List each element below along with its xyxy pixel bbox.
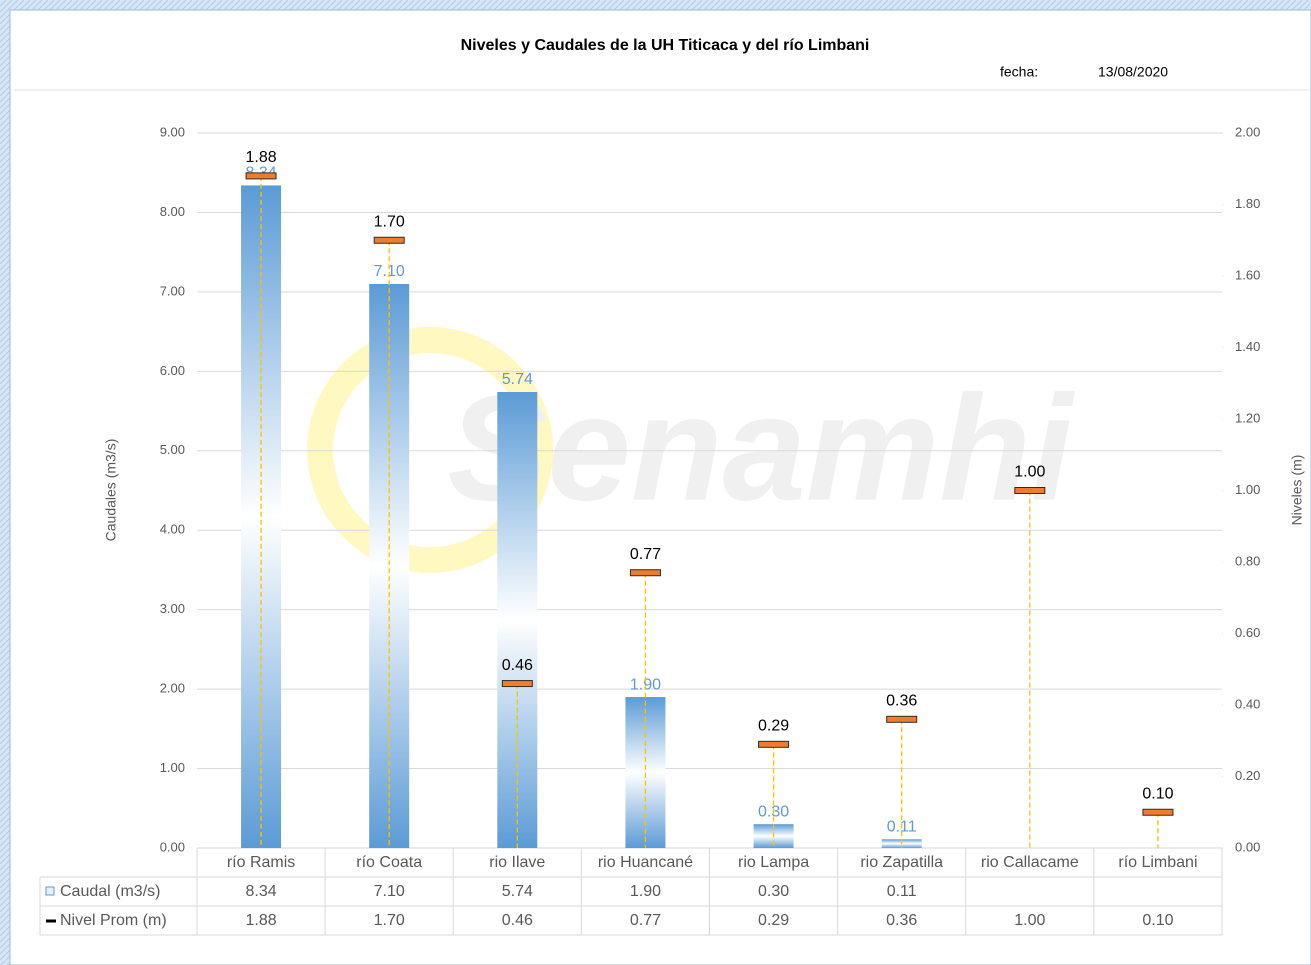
table-cell: 8.34 [245,883,276,900]
table-cell: 5.74 [502,883,533,900]
x-tick-label: río Ramis [227,854,295,871]
y2-axis-title: Niveles (m) [1289,455,1305,526]
x-tick-label: rio Ilave [489,854,545,871]
y-tick-label: 4.00 [160,522,185,537]
table-cell: 0.11 [887,883,917,900]
y2-tick-label: 1.80 [1235,196,1260,211]
marker-value-label: 1.00 [1014,464,1045,481]
date: 13/08/2020 [1098,64,1168,80]
logo-sun [307,327,553,573]
legend-key [45,886,55,896]
y2-tick-label: 1.20 [1235,410,1260,425]
y-tick-label: 2.00 [160,681,185,696]
x-tick-label: rio Zapatilla [860,854,943,871]
table-cell: 7.10 [374,883,405,900]
y-tick-label: 0.00 [160,839,185,854]
y-tick-label: 7.00 [160,283,185,298]
table-cell: 0.29 [758,912,789,929]
y2-tick-label: 0.00 [1235,839,1260,854]
y-tick-label: 8.00 [160,204,185,219]
table-cell: 0.46 [502,912,533,929]
marker-value-label: 0.29 [758,718,789,735]
y-tick-label: 3.00 [160,601,185,616]
table-cell: 0.30 [758,883,789,900]
table-cell: 0.36 [886,912,917,929]
y2-tick-label: 2.00 [1235,124,1260,139]
level-marker [245,172,277,180]
y2-tick-label: 1.00 [1235,482,1260,497]
table-cell: 1.70 [374,912,405,929]
y-axis-title: Caudales (m3/s) [103,439,119,542]
marker-value-label: 0.10 [1142,785,1173,802]
level-marker [758,740,790,748]
level-marker [373,236,405,244]
y2-tick-label: 1.40 [1235,339,1260,354]
level-marker [1014,487,1046,494]
table-cell: 0.77 [630,912,661,929]
level-marker [1142,808,1174,816]
x-tick-label: río Coata [356,854,422,871]
x-tick-label: río Limbani [1118,854,1197,871]
date-label: fecha: [1000,64,1038,80]
legend-label: Nivel Prom (m) [60,912,167,929]
legend-key [46,919,56,923]
y2-tick-label: 0.80 [1235,553,1260,568]
table-cell: 1.00 [1014,912,1045,929]
watermark: Senamhi [447,364,1076,532]
y-tick-label: 6.00 [160,363,185,378]
level-marker [629,569,661,577]
y2-tick-label: 1.60 [1235,267,1260,282]
legend-label: Caudal (m3/s) [60,883,160,900]
chart-title: Niveles y Caudales de la UH Titicaca y d… [461,37,870,54]
y-tick-label: 9.00 [160,124,185,139]
table-cell: 1.90 [630,883,661,900]
x-tick-label: rio Callacame [981,854,1079,871]
y2-tick-label: 0.60 [1235,625,1260,640]
marker-value-label: 0.36 [886,693,917,710]
y2-tick-label: 0.40 [1235,696,1260,711]
y-tick-label: 5.00 [160,442,185,457]
level-marker [886,715,918,723]
table-cell: 0.10 [1142,912,1173,929]
x-tick-label: rio Huancané [598,854,693,871]
marker-value-label: 1.70 [374,213,405,230]
bar-value-label: 7.10 [374,263,405,280]
marker-value-label: 0.46 [502,657,533,674]
level-marker [501,680,533,688]
bar-value-label: 5.74 [502,371,533,388]
y2-tick-label: 0.20 [1235,768,1260,783]
x-tick-label: rio Lampa [738,854,809,871]
table-cell: 1.88 [245,912,276,929]
marker-value-label: 0.77 [630,546,661,563]
marker-value-label: 1.88 [245,149,276,166]
y-tick-label: 1.00 [160,760,185,775]
